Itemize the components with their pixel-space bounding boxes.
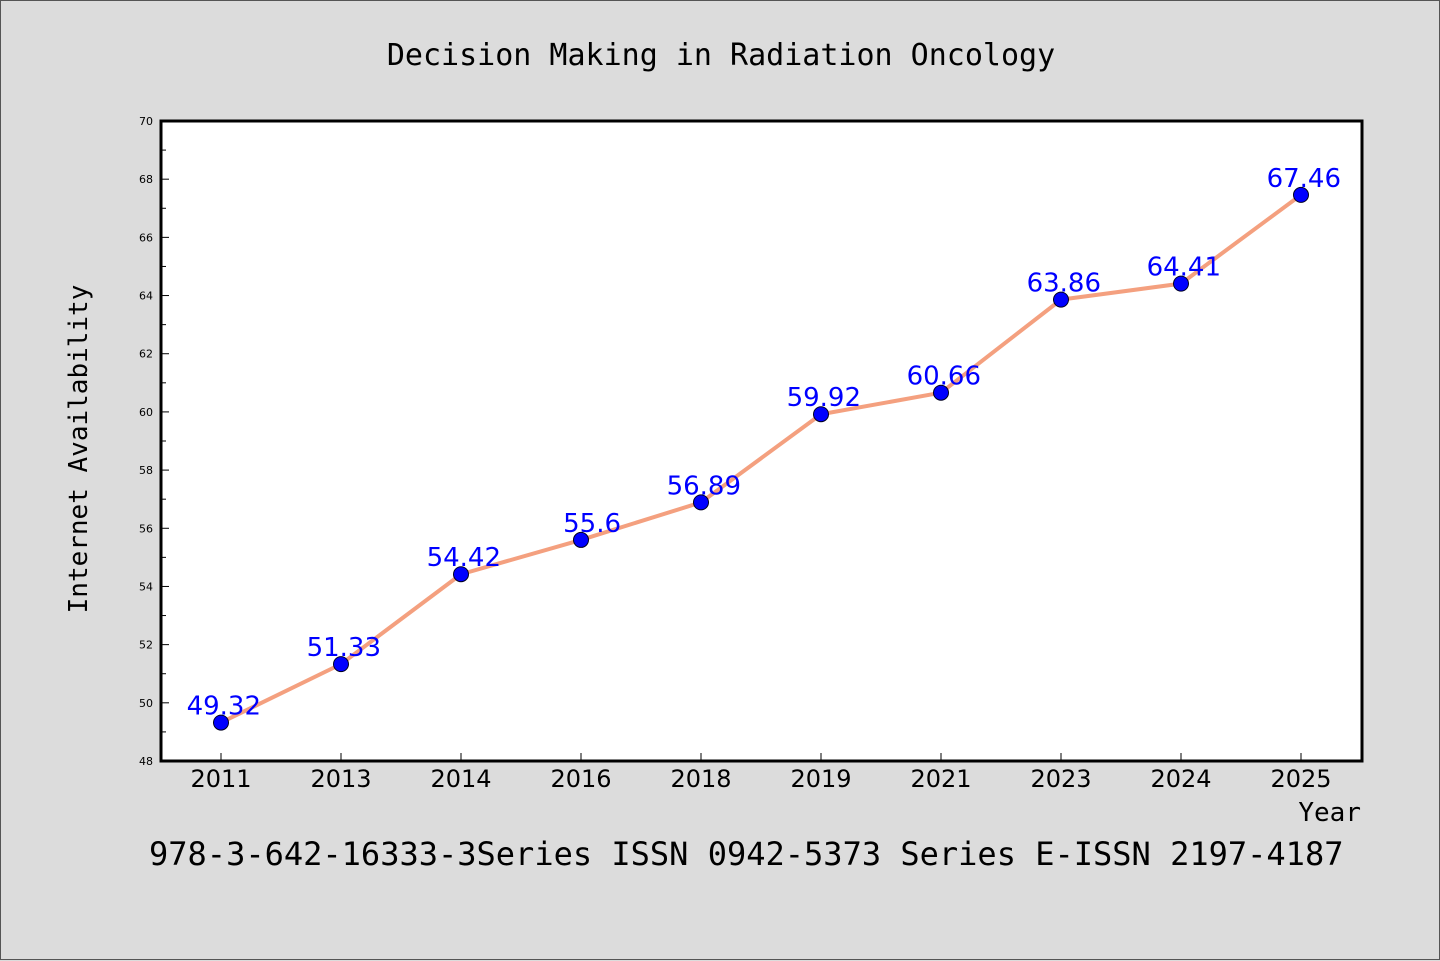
y-tick-label-50: 50 bbox=[139, 697, 153, 710]
x-tick-label-2023: 2023 bbox=[1030, 765, 1091, 793]
data-point-2023 bbox=[1053, 291, 1069, 308]
y-tick-label-64: 64 bbox=[139, 290, 153, 303]
data-point-2011 bbox=[213, 714, 229, 731]
y-axis-label: Internet Availability bbox=[64, 285, 94, 614]
y-axis: 48 50 52 54 56 58 60 62 64 66 68 70 bbox=[139, 115, 169, 768]
y-tick-label-66: 66 bbox=[139, 231, 153, 244]
y-tick-label-56: 56 bbox=[139, 522, 153, 535]
data-point-2019 bbox=[813, 406, 829, 423]
data-label-2016: 55.6 bbox=[563, 509, 621, 539]
x-tick-label-2014: 2014 bbox=[430, 765, 491, 793]
data-point-2021 bbox=[933, 384, 949, 401]
data-point-2013 bbox=[333, 656, 349, 673]
x-tick-label-2011: 2011 bbox=[190, 765, 251, 793]
x-tick-label-2025: 2025 bbox=[1270, 765, 1331, 793]
data-point-2014 bbox=[453, 566, 469, 583]
y-tick-label-54: 54 bbox=[139, 580, 153, 593]
chart-title: Decision Making in Radiation Oncology bbox=[387, 38, 1055, 73]
data-point-2025 bbox=[1293, 186, 1309, 203]
x-axis: 2011 2013 2014 2016 2018 2019 2021 2023 2024 2025 bbox=[190, 753, 1332, 793]
x-tick-label-2013: 2013 bbox=[310, 765, 371, 793]
data-point-2018 bbox=[693, 494, 709, 511]
x-tick-label-2019: 2019 bbox=[790, 765, 851, 793]
y-tick-label-68: 68 bbox=[139, 173, 153, 186]
data-series: 49.3251.3354.4255.656.8959.9260.6663.866… bbox=[187, 164, 1341, 731]
x-tick-label-2024: 2024 bbox=[1150, 765, 1211, 793]
x-axis-label: Year bbox=[1298, 798, 1361, 828]
x-tick-label-2021: 2021 bbox=[910, 765, 971, 793]
y-tick-label-62: 62 bbox=[139, 348, 153, 361]
y-tick-label-60: 60 bbox=[139, 406, 153, 419]
y-tick-label-58: 58 bbox=[139, 464, 153, 477]
data-point-2016 bbox=[573, 531, 589, 548]
y-tick-label-52: 52 bbox=[139, 639, 153, 652]
x-tick-label-2016: 2016 bbox=[550, 765, 611, 793]
series-line bbox=[220, 193, 1303, 725]
data-point-2024 bbox=[1173, 275, 1189, 292]
y-tick-label-70: 70 bbox=[139, 115, 153, 128]
plot-area bbox=[159, 119, 1364, 763]
y-tick-label-48: 48 bbox=[139, 755, 153, 768]
x-tick-label-2018: 2018 bbox=[670, 765, 731, 793]
footer-text: 978-3-642-16333-3Series ISSN 0942-5373 S… bbox=[149, 835, 1343, 873]
